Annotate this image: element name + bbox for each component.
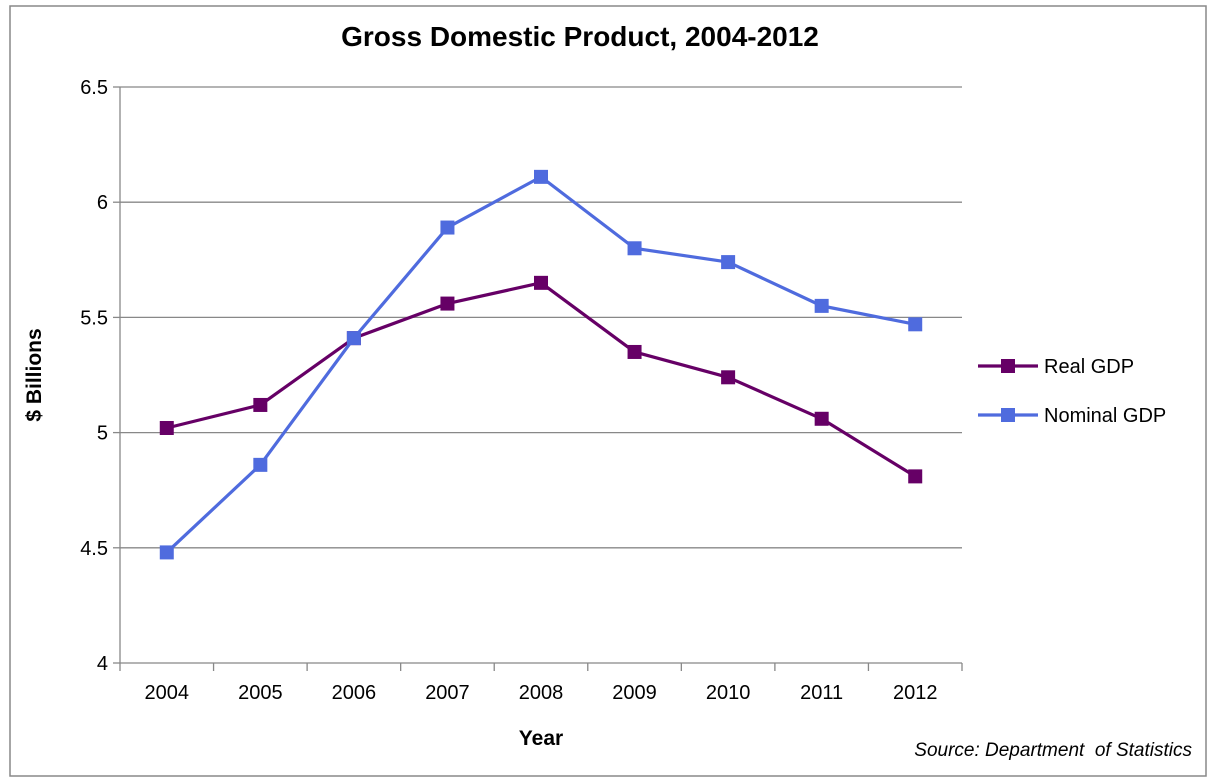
x-tick-label: 2004 [145,682,190,704]
x-tick-label: 2011 [800,682,843,704]
y-tick-label: 4.5 [80,538,108,560]
legend-label: Nominal GDP [1044,405,1166,427]
data-point-marker [253,457,268,472]
data-point-marker [534,169,548,184]
data-point-marker [627,344,642,359]
y-tick-label: 4 [97,653,108,675]
data-point-marker [346,331,361,346]
y-tick-label: 6.5 [80,77,108,99]
x-tick-label: 2009 [612,682,657,704]
legend-marker [1001,408,1015,422]
x-tick-label: 2012 [893,682,938,704]
legend: Real GDP Nominal GDP [978,356,1166,427]
x-tick-label: 2008 [519,682,564,704]
x-tick-label: 2010 [706,682,751,704]
x-tick-label: 2007 [425,682,470,704]
x-tick-label: 2005 [238,682,283,704]
y-tick-labels: 4 4.5 5 5.5 6 6.5 [80,77,108,675]
data-point-marker [440,220,455,235]
data-point-marker [159,545,174,560]
data-point-marker [159,420,174,435]
data-point-marker [721,370,736,385]
x-tick-labels: 2004 2005 2006 2007 2008 2009 2010 2011 2012 [145,682,938,704]
data-point-marker [721,255,736,270]
y-tick-label: 6 [97,192,108,214]
chart-title: Gross Domestic Product, 2004-2012 [341,21,819,52]
data-point-marker [440,296,455,311]
data-point-marker [908,317,923,332]
data-point-marker [908,469,923,484]
data-point-marker [814,298,829,313]
source-note: Source: Department of Statistics [914,740,1192,761]
x-axis-title: Year [519,727,563,750]
chart-border [9,5,1207,777]
axes [113,86,963,671]
x-tick-label: 2006 [332,682,377,704]
legend-marker [1001,359,1015,373]
legend-label: Real GDP [1044,356,1134,378]
data-point-marker [534,275,548,290]
y-axis-title: $ Billions [23,328,46,421]
data-point-marker [627,241,642,256]
y-tick-label: 5.5 [80,307,108,329]
y-tick-label: 5 [97,423,108,445]
data-point-marker [253,397,268,412]
data-series [159,169,923,560]
gridlines [120,86,962,549]
data-point-marker [814,411,829,426]
